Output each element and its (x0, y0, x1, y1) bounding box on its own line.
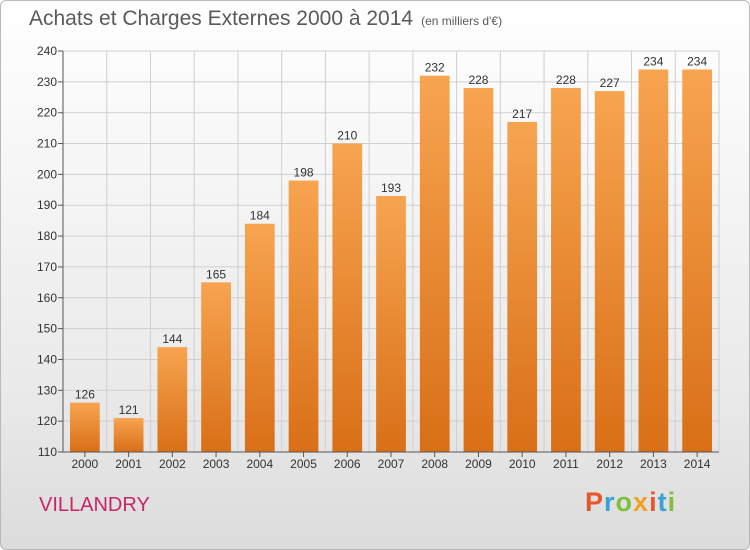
logo-letter: t (657, 487, 668, 517)
axes: 110 120 130 140 150 160 170 180 190 200 210 220 230 2… (37, 44, 719, 471)
data-label: 228 (468, 73, 488, 87)
chart-title: Achats et Charges Externes 2000 à 2014 (e… (29, 7, 502, 31)
bar-2012 (594, 91, 625, 452)
title-unit: (en milliers d'€) (421, 14, 503, 28)
bar-2009 (463, 88, 494, 452)
x-tick-label: 2000 (72, 457, 99, 471)
data-label: 234 (643, 55, 663, 69)
data-label: 227 (600, 76, 620, 90)
y-tick-label: 120 (37, 414, 57, 428)
y-tick-label: 210 (37, 137, 57, 151)
data-label: 121 (119, 403, 139, 417)
y-tick-label: 140 (37, 352, 57, 366)
bar-2011 (551, 88, 581, 452)
y-tick-label: 190 (37, 198, 57, 212)
bar-2008 (419, 75, 450, 452)
x-tick-label: 2003 (203, 457, 230, 471)
data-label: 228 (556, 73, 576, 87)
bar-2002 (157, 347, 188, 452)
logo-letter: P (585, 487, 605, 517)
x-tick-label: 2011 (553, 457, 579, 471)
bar-2014 (682, 69, 713, 452)
bar-2004 (244, 223, 275, 452)
bar-2005 (288, 180, 319, 453)
data-label: 232 (425, 61, 445, 75)
y-tick-label: 180 (37, 229, 57, 243)
data-label: 234 (687, 55, 707, 69)
x-tick-label: 2005 (290, 457, 317, 471)
y-tick-label: 110 (38, 445, 57, 459)
logo-letter: x (633, 487, 650, 517)
bar-2001 (113, 418, 144, 452)
x-tick-label: 2007 (378, 457, 405, 471)
x-tick-label: 2013 (640, 457, 667, 471)
x-tick-label: 2012 (596, 457, 623, 471)
data-label: 165 (206, 267, 226, 281)
data-label: 126 (75, 388, 95, 402)
x-tick-label: 2009 (465, 457, 492, 471)
bar-2007 (376, 195, 406, 452)
data-label: 210 (337, 129, 357, 143)
data-label: 184 (250, 209, 270, 223)
title-text: Achats et Charges Externes 2000 à 2014 (29, 7, 414, 30)
y-tick-label: 150 (37, 322, 57, 336)
data-label: 217 (512, 107, 532, 121)
data-label: 144 (162, 332, 182, 346)
x-tick-label: 2008 (421, 457, 448, 471)
logo-letter: r (604, 487, 616, 517)
x-tick-label: 2014 (684, 457, 711, 471)
x-tick-label: 2004 (246, 457, 273, 471)
y-tick-label: 240 (37, 44, 57, 58)
bars: 126 121 144 165 184 198 210 193 232 228 217 228 227 2… (69, 55, 713, 453)
bar-2010 (507, 121, 538, 452)
commune-name: VILLANDRY (39, 494, 150, 516)
x-tick-label: 2006 (334, 457, 361, 471)
data-label: 193 (381, 181, 401, 195)
logo-letter: i (667, 487, 677, 517)
bar-2006 (332, 143, 363, 453)
bar-2000 (69, 402, 100, 452)
y-tick-label: 200 (37, 167, 57, 181)
y-tick-label: 170 (37, 260, 57, 274)
bar-2013 (638, 69, 669, 452)
x-tick-label: 2002 (159, 457, 186, 471)
x-tick-label: 2010 (509, 457, 536, 471)
x-tick-label: 2001 (115, 457, 142, 471)
data-label: 198 (294, 166, 314, 180)
proxiti-logo: Proxiti (585, 487, 676, 518)
y-tick-label: 160 (37, 291, 57, 305)
bar-2003 (201, 282, 231, 452)
logo-letter: o (615, 487, 634, 517)
logo-letter: i (649, 487, 658, 517)
y-tick-label: 230 (37, 75, 57, 89)
y-tick-label: 130 (37, 383, 57, 397)
y-tick-label: 220 (37, 106, 57, 120)
